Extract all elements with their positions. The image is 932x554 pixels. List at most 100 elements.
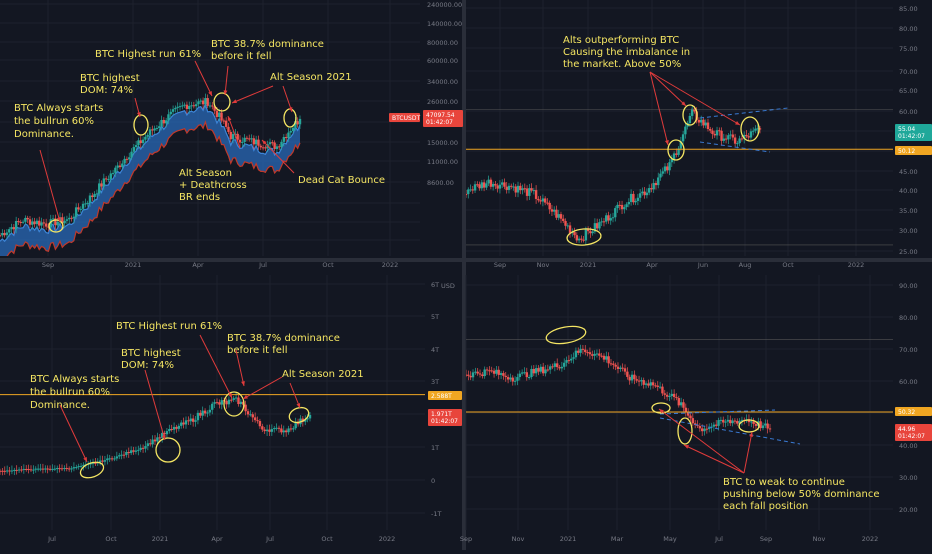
candle-body xyxy=(218,112,221,117)
candle-body xyxy=(77,466,80,468)
time-tick-label: Nov xyxy=(813,535,826,543)
arrow-head xyxy=(681,101,686,106)
candle-body xyxy=(532,368,536,374)
candle-body xyxy=(643,191,646,196)
price-tick-label: 1T xyxy=(431,444,439,452)
annotations-layer: BTC Always starts the bullrun 60% Dominanc… xyxy=(14,35,879,512)
candle-body xyxy=(652,183,655,190)
candle-body xyxy=(724,138,728,140)
symbol-badge-text: BTCUSDT xyxy=(392,115,420,122)
candle-body xyxy=(121,163,124,168)
candle-body xyxy=(44,468,47,470)
candle-body xyxy=(199,100,202,102)
candle-body xyxy=(539,200,542,202)
candle-body xyxy=(56,468,59,470)
candle-body xyxy=(284,137,288,139)
annotation-arrow xyxy=(683,444,745,474)
candle-body xyxy=(756,128,759,130)
candle-body xyxy=(261,147,265,149)
price-tick-label: 20.00 xyxy=(899,506,918,514)
candle-body xyxy=(690,108,694,116)
candle-body xyxy=(46,468,49,470)
candle-body xyxy=(541,198,545,202)
last-value-badge-text: 01:42:07 xyxy=(898,133,925,140)
candle-body xyxy=(534,368,538,374)
candle-body xyxy=(118,165,122,168)
candle-body xyxy=(602,355,606,360)
arrow-head xyxy=(749,432,754,437)
candle-body xyxy=(225,400,228,405)
candle-body xyxy=(65,468,68,470)
candle-body xyxy=(164,120,168,124)
annotation-bullrun-start-line: the bullrun 60% xyxy=(30,387,110,398)
candle-body xyxy=(672,153,676,160)
time-tick-label: Jul xyxy=(258,261,267,269)
candle-body xyxy=(612,363,615,365)
candle-body xyxy=(218,402,221,405)
candle-body xyxy=(162,119,166,124)
candle-body xyxy=(766,423,769,429)
candle-body xyxy=(478,373,482,375)
candle-body xyxy=(213,402,216,404)
time-tick-label: Jul xyxy=(47,535,56,543)
candle-body xyxy=(282,137,286,142)
candle-body xyxy=(268,429,271,432)
candle-body xyxy=(693,108,696,112)
candle-body xyxy=(273,142,276,149)
candle-body xyxy=(521,188,524,191)
candle-body xyxy=(251,414,254,418)
candle-body xyxy=(740,138,744,140)
candle-body xyxy=(750,421,753,423)
candle-body xyxy=(754,423,758,426)
candle-body xyxy=(25,468,28,470)
candle-body xyxy=(100,183,103,187)
candle-body xyxy=(711,130,714,134)
bottom-right-plot-area xyxy=(466,344,772,437)
candle-body xyxy=(242,401,245,405)
candle-body xyxy=(82,464,85,466)
annotation-alts-outperforming-line: the market. Above 50% xyxy=(563,59,681,70)
level-badge-text: 50.32 xyxy=(898,409,915,416)
price-tick-label: 140000.00 xyxy=(427,20,462,28)
candle-body xyxy=(22,468,26,470)
price-tick-label: 45.00 xyxy=(899,168,918,176)
candle-body xyxy=(705,428,709,430)
candle-body xyxy=(79,465,83,467)
candle-body xyxy=(672,393,676,398)
candle-body xyxy=(726,419,730,422)
candle-body xyxy=(768,428,772,430)
candle-body xyxy=(229,131,232,140)
price-tick-label: 80.00 xyxy=(899,314,918,322)
candle-body xyxy=(250,138,253,140)
highlight-circle xyxy=(213,92,231,112)
candle-body xyxy=(243,137,246,142)
candle-body xyxy=(754,128,757,131)
annotation-bullrun-start-line: Dominance. xyxy=(14,129,74,140)
candle-body xyxy=(168,428,171,432)
price-tick-label: 6T xyxy=(431,281,439,289)
annotation-dominance-fell-line: before it fell xyxy=(211,51,271,62)
candle-body xyxy=(171,109,175,112)
price-tick-label: 30.00 xyxy=(899,474,918,482)
candle-body xyxy=(61,217,64,224)
arrow-head xyxy=(241,381,245,386)
candle-body xyxy=(553,363,557,367)
candle-body xyxy=(176,106,179,108)
candle-body xyxy=(703,428,706,432)
arrow-head xyxy=(288,107,293,112)
arrow-head xyxy=(684,445,689,449)
candle-body xyxy=(289,428,293,430)
candle-body xyxy=(657,177,660,186)
highlight-circle xyxy=(545,325,587,345)
candle-body xyxy=(761,425,765,429)
candle-body xyxy=(27,468,30,470)
time-tick-label: 2021 xyxy=(152,535,169,543)
candle-body xyxy=(215,110,219,117)
candle-body xyxy=(231,134,235,140)
last-value-badge-bg xyxy=(895,424,932,441)
candle-body xyxy=(72,216,76,219)
candle-body xyxy=(600,221,603,223)
candle-body xyxy=(106,458,109,461)
candle-body xyxy=(537,368,540,372)
candle-body xyxy=(591,231,594,234)
